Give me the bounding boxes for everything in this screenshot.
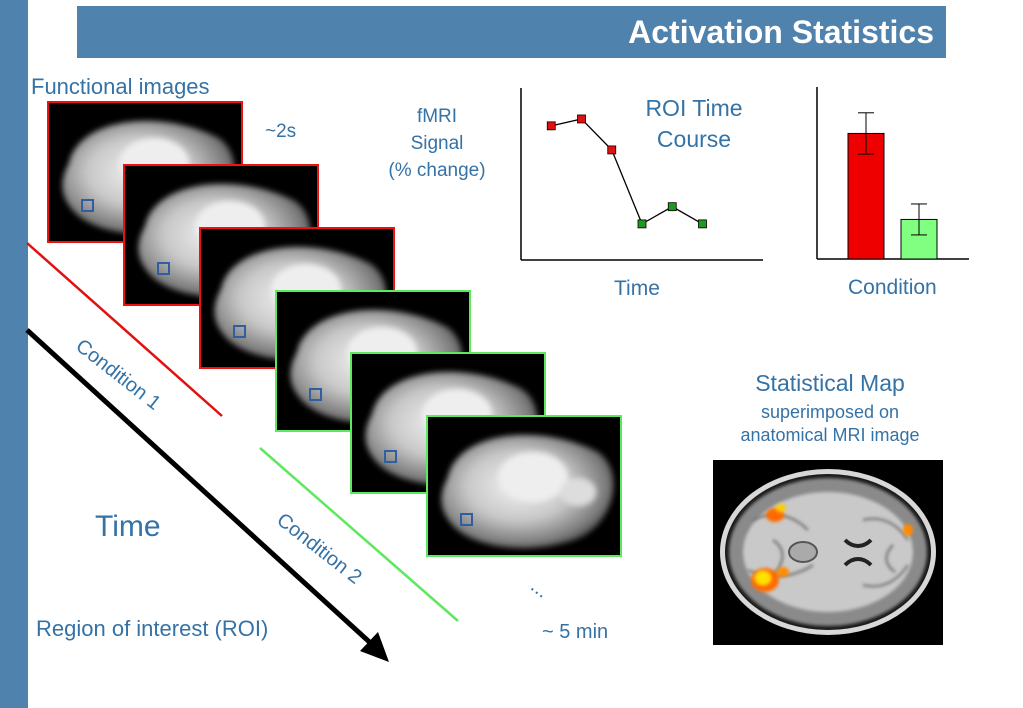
series-line	[551, 118, 703, 225]
fmri-signal-line-1: fMRI	[416, 106, 458, 127]
roi-time-course-label: ROI Time Course	[624, 93, 764, 155]
data-point	[607, 145, 617, 155]
data-point	[667, 202, 677, 212]
data-point	[577, 114, 586, 124]
stat-map-subtitle-line-1: superimposed on	[760, 402, 900, 422]
data-point	[698, 219, 707, 229]
fmri-signal-line-2: Signal	[410, 133, 464, 154]
roi-marker	[233, 325, 246, 338]
functional-images-label: Functional images	[31, 74, 210, 99]
page-title: Activation Statistics	[628, 14, 934, 50]
duration-label: ~ 5 min	[542, 621, 609, 643]
condition2-line	[259, 447, 459, 622]
stat-map-subtitle-line-2: anatomical MRI image	[740, 425, 920, 445]
time-arrow-label: Time	[95, 510, 161, 543]
condition-bar-chart	[816, 87, 969, 260]
time-axis-label: Time	[614, 277, 660, 300]
roi-marker	[384, 450, 397, 463]
functional-image-6	[426, 415, 622, 557]
stat-map-subtitle: superimposed on anatomical MRI image	[706, 401, 954, 447]
stat-map-title: Statistical Map	[755, 370, 905, 396]
roi-label: Region of interest (ROI)	[36, 616, 269, 641]
roi-time-course-line-1: ROI Time	[645, 95, 743, 121]
left-accent-bar	[0, 0, 28, 708]
roi-marker	[460, 513, 473, 526]
data-point	[546, 121, 556, 131]
condition-axis-label: Condition	[848, 276, 937, 299]
time-arrow-head	[360, 632, 389, 662]
roi-marker	[81, 199, 94, 212]
data-point	[637, 219, 647, 229]
roi-time-course-line-2: Course	[656, 126, 732, 152]
interval-label: ~2s	[265, 121, 297, 142]
title-bar: Activation Statistics	[77, 6, 946, 58]
fmri-signal-line-3: (% change)	[388, 160, 486, 181]
roi-marker	[309, 388, 322, 401]
time-arrow-shaft	[25, 328, 378, 650]
condition1-line	[26, 242, 223, 417]
roi-time-course-chart	[520, 88, 763, 261]
fmri-signal-label: fMRI Signal (% change)	[367, 103, 507, 184]
statistical-map-image	[713, 460, 943, 645]
roi-marker	[157, 262, 170, 275]
